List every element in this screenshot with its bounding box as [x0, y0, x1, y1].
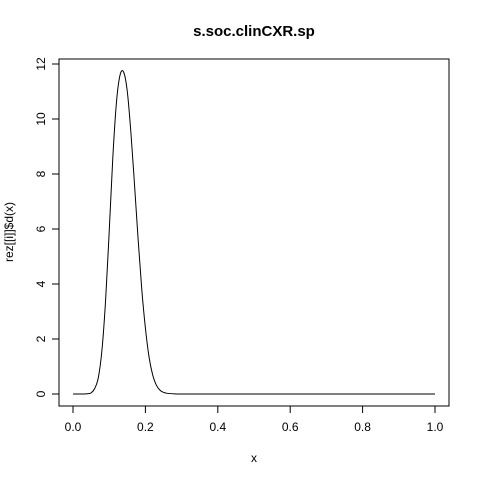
y-axis: 0 2 4 6 8 10 12	[34, 57, 60, 397]
y-tick-label: 6	[34, 225, 48, 232]
x-tick-label: 0.2	[137, 420, 154, 434]
x-tick-label: 0.4	[209, 420, 226, 434]
y-tick-label: 12	[34, 57, 48, 71]
y-tick-label: 8	[34, 170, 48, 177]
x-tick-label: 0.0	[65, 420, 82, 434]
x-tick-label: 0.6	[282, 420, 299, 434]
x-axis-label: x	[251, 451, 257, 465]
x-tick-label: 1.0	[427, 420, 444, 434]
x-axis: 0.0 0.2 0.4 0.6 0.8 1.0	[65, 405, 444, 434]
y-tick-label: 4	[34, 280, 48, 287]
y-axis-label: rez[[i]]$d(x)	[2, 202, 16, 262]
y-tick-label: 2	[34, 335, 48, 342]
y-tick-label: 10	[34, 112, 48, 126]
density-curve	[73, 70, 435, 395]
y-tick-label: 0	[34, 390, 48, 397]
x-tick-label: 0.8	[354, 420, 371, 434]
chart-title: s.soc.clinCXR.sp	[193, 23, 315, 40]
plot-area	[58, 58, 450, 407]
